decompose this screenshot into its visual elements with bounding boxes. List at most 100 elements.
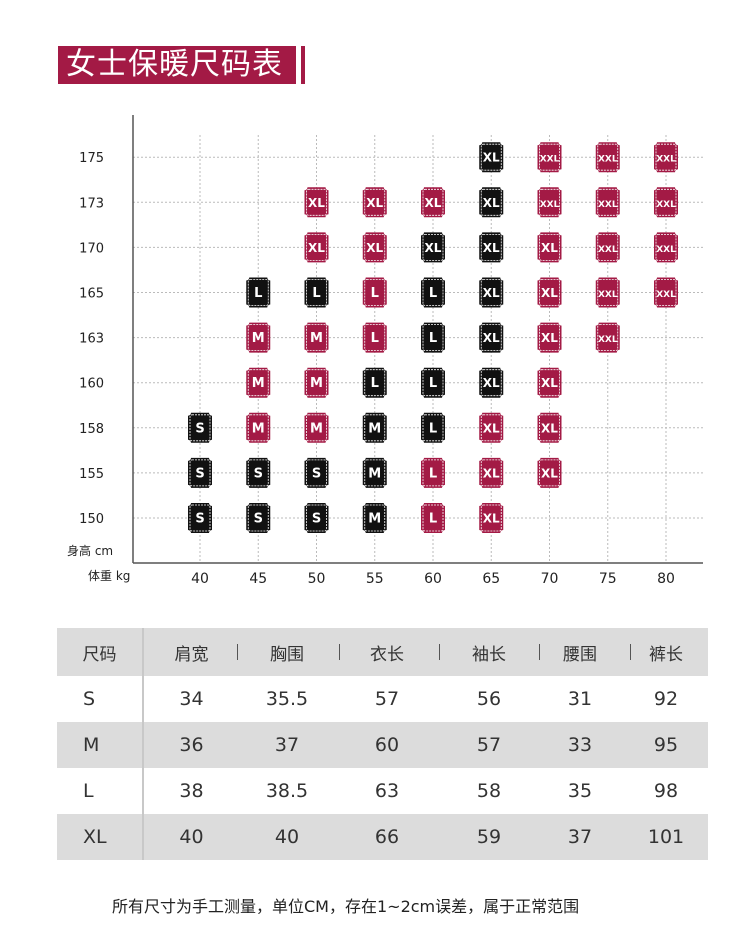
size-marker: XL: [534, 409, 565, 446]
table-cell: M: [83, 734, 100, 756]
badge-notch: [476, 214, 483, 221]
badge-notch: [267, 530, 274, 536]
table-cell: 37: [567, 826, 593, 848]
badge-notch: [418, 274, 424, 281]
badge-notch: [325, 349, 332, 356]
size-marker-badge: [595, 232, 620, 263]
badge-stitch: [422, 459, 444, 487]
badge-notch: [301, 409, 308, 416]
size-marker-label: XL: [483, 151, 500, 165]
badge-notch: [325, 364, 332, 371]
badge-notch: [558, 229, 565, 236]
size-marker-badge: [537, 232, 562, 263]
header-cell: 裤长: [649, 644, 683, 665]
header-cell: 肩宽: [174, 644, 209, 665]
badge-stitch: [422, 414, 444, 442]
badge-notch: [325, 439, 332, 446]
size-marker: XL: [301, 184, 332, 221]
badge-stitch: [539, 279, 560, 306]
badge-notch: [301, 484, 308, 491]
badge-notch: [476, 409, 483, 416]
badge-stitch: [247, 324, 269, 352]
badge-stitch: [422, 188, 444, 216]
badge-stitch: [306, 324, 327, 352]
badge-notch: [592, 274, 599, 281]
badge-notch: [418, 364, 424, 371]
size-marker: XXL: [534, 139, 565, 176]
table-row: L 38 38.5 63 58 35 98: [57, 768, 708, 814]
badge-notch: [534, 169, 541, 176]
badge-notch: [500, 500, 507, 506]
badge-notch: [383, 500, 390, 506]
badge-notch: [651, 214, 657, 221]
badge-notch: [592, 349, 599, 356]
badge-notch: [476, 319, 483, 326]
badge-stitch: [364, 414, 386, 442]
table-cell: 63: [374, 780, 400, 802]
badge-notch: [243, 319, 250, 326]
badge-notch: [383, 304, 390, 311]
badge-notch: [592, 139, 599, 146]
table-cell: 31: [567, 688, 593, 710]
badge-notch: [558, 439, 565, 446]
size-marker-badge: [421, 232, 445, 263]
badge-notch: [325, 454, 332, 461]
size-marker-label: XL: [366, 241, 383, 255]
badge-notch: [500, 530, 507, 536]
size-marker-label: M: [310, 331, 323, 346]
size-marker-label: S: [312, 466, 321, 481]
badge-stitch: [306, 459, 327, 487]
badge-notch: [243, 394, 250, 401]
badge-stitch: [539, 188, 560, 216]
badge-notch: [185, 454, 191, 461]
size-marker: XXL: [651, 229, 681, 266]
badge-notch: [325, 259, 332, 266]
size-marker: S: [185, 409, 215, 446]
size-marker-badge: [537, 142, 562, 173]
badge-stitch: [597, 143, 619, 171]
table-cell: 56: [476, 688, 502, 710]
badge-notch: [325, 319, 332, 326]
size-marker: XL: [359, 229, 390, 266]
size-marker-badge: [654, 232, 678, 263]
size-marker: XXL: [651, 139, 681, 176]
table-cell: 60: [374, 734, 400, 756]
footnote: 所有尺寸为手工测量，单位CM，存在1~2cm误差，属于正常范围: [112, 897, 580, 916]
badge-notch: [359, 500, 366, 506]
size-marker-badge: [537, 412, 562, 443]
size-marker-badge: [479, 457, 504, 488]
size-marker: XL: [418, 184, 448, 221]
size-chart-svg: 150 155 158 160 163 165 170 173 175 40 45 50 55 60 65 7…: [67, 115, 703, 587]
badge-notch: [616, 274, 623, 281]
size-marker-badge: [595, 187, 620, 218]
badge-notch: [301, 349, 308, 356]
size-marker-badge: [421, 412, 445, 443]
badge-notch: [442, 364, 448, 371]
badge-notch: [243, 500, 250, 506]
badge-notch: [325, 409, 332, 416]
badge-notch: [675, 304, 681, 311]
badge-stitch: [422, 504, 444, 532]
badge-stitch: [480, 188, 502, 216]
badge-notch: [243, 409, 250, 416]
size-marker-badge: [362, 232, 387, 263]
badge-stitch: [247, 414, 269, 442]
size-marker-label: XL: [483, 196, 500, 210]
size-marker-label: XL: [483, 466, 500, 480]
badge-notch: [359, 229, 366, 236]
badge-notch: [243, 484, 250, 491]
badge-notch: [534, 439, 541, 446]
x-tick-label: 45: [249, 571, 267, 587]
badge-notch: [442, 484, 448, 491]
y-axis-label: 身高 cm: [67, 543, 113, 558]
badge-notch: [359, 184, 366, 191]
badge-notch: [325, 229, 332, 236]
badge-notch: [558, 139, 565, 146]
badge-notch: [418, 394, 424, 401]
badge-notch: [500, 349, 507, 356]
size-marker-badge: [246, 412, 271, 443]
size-marker-label: S: [195, 421, 204, 436]
badge-notch: [418, 454, 424, 461]
badge-notch: [383, 184, 390, 191]
size-marker-badge: [479, 187, 504, 218]
